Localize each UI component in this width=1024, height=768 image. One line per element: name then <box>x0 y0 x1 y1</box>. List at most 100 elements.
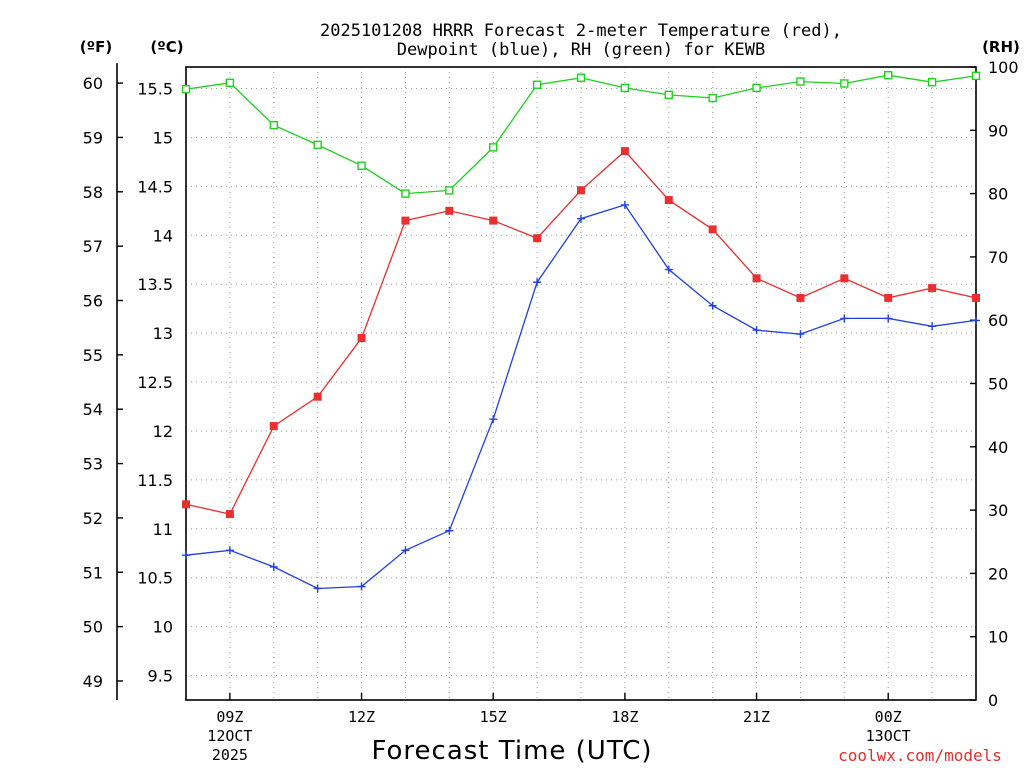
rh-axis: 0 10 20 30 40 50 60 70 80 90 100 <box>970 58 1019 710</box>
rh-point <box>664 90 673 100</box>
time-tick-label: 12Z <box>348 708 375 726</box>
rh-tick-label: 10 <box>988 628 1008 647</box>
data-series <box>181 71 981 593</box>
celsius-tick-label: 14 <box>153 226 173 245</box>
dewpoint-point <box>225 546 234 555</box>
fahrenheit-unit-label: (ºF) <box>80 38 112 56</box>
celsius-unit-label: (ºC) <box>150 38 183 56</box>
dewpoint-point <box>489 415 498 424</box>
axes <box>185 66 977 701</box>
rh-tick-label: 80 <box>988 185 1008 204</box>
rh-point <box>884 71 893 80</box>
time-tick-year: 2025 <box>212 746 248 764</box>
grid-lines <box>186 67 976 700</box>
plot-frame <box>185 66 977 701</box>
temperature-point <box>972 293 980 302</box>
dewpoint-point <box>664 265 673 274</box>
rh-point <box>269 121 278 130</box>
dewpoint-point <box>708 301 717 310</box>
temperature-point <box>840 274 849 283</box>
temperature-point <box>401 216 410 225</box>
temperature-point <box>445 206 454 215</box>
chart-title-line2: Dewpoint (blue), RH (green) for KEWB <box>397 40 765 60</box>
rh-point <box>576 73 586 82</box>
fahrenheit-tick-label: 51 <box>83 563 103 582</box>
dewpoint-point <box>182 551 190 560</box>
watermark: coolwx.com/models <box>838 746 1002 765</box>
dewpoint-point <box>357 582 366 591</box>
celsius-axis: 9.5 10 10.5 11 11.5 12 12.5 13 13.5 14 14.5 15 15.5 <box>137 80 173 686</box>
temperature-point <box>269 422 278 431</box>
dewpoint-point <box>401 546 410 555</box>
celsius-tick-label: 10.5 <box>137 569 173 588</box>
temperature-point <box>884 293 893 302</box>
chart-title-line1: 2025101208 HRRR Forecast 2-meter Tempera… <box>320 21 842 41</box>
rh-tick-label: 40 <box>988 438 1008 457</box>
fahrenheit-tick-label: 59 <box>83 128 103 147</box>
dewpoint-point <box>313 584 322 593</box>
rh-point <box>401 189 410 198</box>
time-tick-label: 15Z <box>480 708 507 726</box>
dewpoint-point <box>972 316 980 325</box>
dewpoint-point <box>928 322 937 331</box>
celsius-tick-label: 15 <box>153 128 173 147</box>
dewpoint-point <box>752 326 761 335</box>
temperature-point <box>796 293 805 302</box>
celsius-tick-label: 9.5 <box>148 667 173 686</box>
temperature-point <box>182 500 190 509</box>
dewpoint-point <box>269 562 278 571</box>
temperature-series <box>182 147 980 519</box>
rh-point <box>225 78 235 88</box>
time-tick-label: 00Z <box>875 708 902 726</box>
celsius-tick-label: 10 <box>153 618 173 637</box>
time-tick-date: 12OCT <box>207 727 252 745</box>
fahrenheit-tick-label: 58 <box>83 183 103 202</box>
rh-point <box>181 84 191 94</box>
rh-tick-label: 100 <box>988 58 1019 77</box>
temperature-point <box>225 510 234 519</box>
rh-point <box>927 77 937 87</box>
dewpoint-series <box>182 200 980 593</box>
fahrenheit-tick-label: 50 <box>83 618 103 637</box>
dewpoint-point <box>620 200 629 209</box>
rh-point <box>489 143 498 152</box>
rh-point <box>357 161 366 170</box>
rh-point <box>752 83 761 93</box>
celsius-tick-label: 12 <box>153 422 173 441</box>
rh-point <box>796 77 805 86</box>
dewpoint-point <box>796 330 805 339</box>
celsius-tick-label: 11 <box>153 520 173 539</box>
fahrenheit-tick-label: 49 <box>83 672 103 691</box>
fahrenheit-tick-label: 60 <box>83 74 103 93</box>
rh-point <box>708 93 717 103</box>
fahrenheit-tick-label: 56 <box>83 292 103 311</box>
rh-point <box>840 79 849 88</box>
rh-tick-label: 50 <box>988 375 1008 394</box>
dewpoint-point <box>577 214 585 223</box>
rh-unit-label: (RH) <box>982 38 1020 56</box>
rh-point <box>971 71 981 81</box>
time-tick-date: 13OCT <box>866 727 911 745</box>
rh-point <box>445 186 454 195</box>
time-tick-label: 18Z <box>611 708 638 726</box>
rh-tick-label: 20 <box>988 564 1008 583</box>
dewpoint-point <box>445 526 454 535</box>
rh-point <box>532 80 542 89</box>
fahrenheit-tick-label: 52 <box>83 509 103 528</box>
rh-tick-label: 70 <box>988 248 1008 267</box>
temperature-point <box>664 196 673 205</box>
rh-tick-label: 90 <box>988 121 1008 140</box>
temperature-point <box>357 334 366 343</box>
temperature-point <box>752 274 761 283</box>
temperature-point <box>489 216 498 225</box>
celsius-tick-label: 13.5 <box>137 275 173 294</box>
celsius-tick-label: 12.5 <box>137 373 173 392</box>
celsius-tick-label: 11.5 <box>137 471 173 490</box>
dewpoint-point <box>840 314 849 323</box>
rh-tick-label: 30 <box>988 501 1008 520</box>
x-axis-title: Forecast Time (UTC) <box>371 736 652 766</box>
fahrenheit-axis: 49 50 51 52 53 54 55 56 57 58 59 60 <box>83 63 123 700</box>
rh-series <box>181 71 981 198</box>
